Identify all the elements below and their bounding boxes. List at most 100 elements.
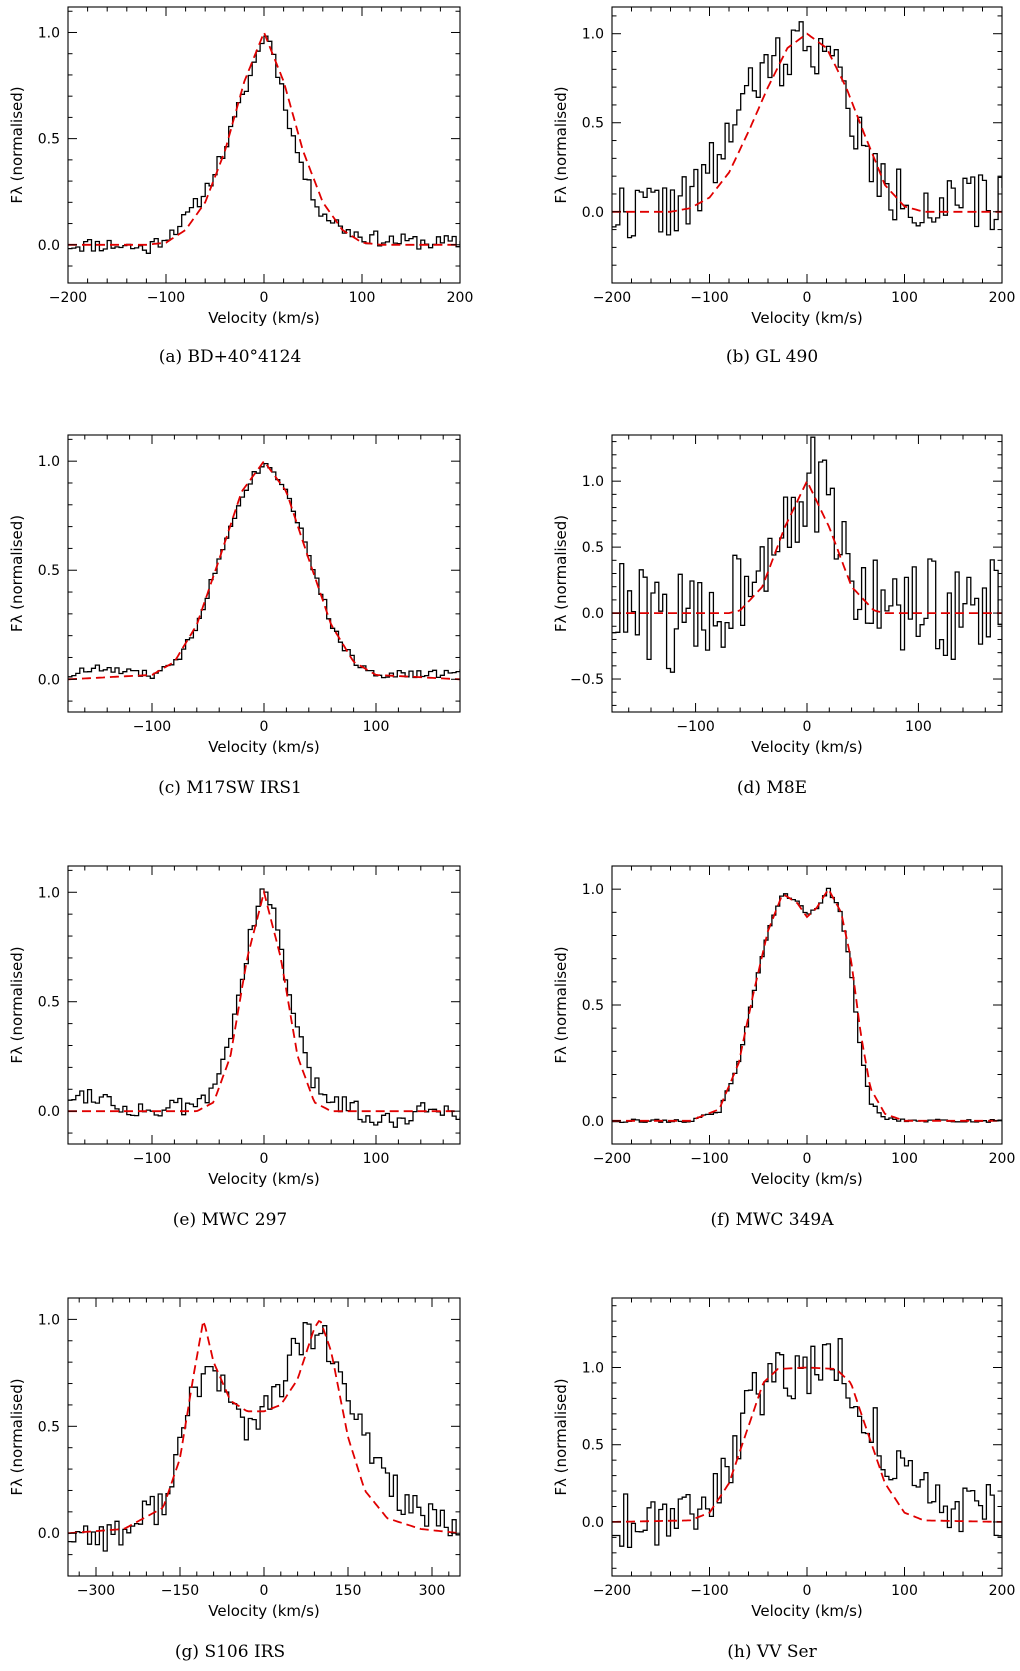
chart-panel-g: −300 −150 0 150 300 0.0 0.5 1.0 Velocity (km/s) F…: [8, 1297, 461, 1662]
y-tick-label: 0.0: [38, 672, 60, 688]
y-tick-label: 1.0: [38, 1312, 60, 1328]
y-tick-label: 0.0: [582, 606, 604, 622]
x-tick-label: −100: [133, 1151, 171, 1167]
panel-caption: (c) M17SW IRS1: [158, 778, 302, 798]
chart-panel-h: −200 −100 0 100 200 0.0 0.5 1.0 Velocity (km/s) F…: [552, 1297, 1015, 1662]
y-tick-label: 0.0: [38, 1526, 60, 1542]
x-tick-label: −100: [690, 1151, 728, 1167]
model-fit-curve: [68, 459, 460, 681]
x-tick-label: 200: [989, 1151, 1016, 1167]
y-tick-label: 0.5: [38, 1419, 60, 1435]
observed-spectrum-line: [612, 887, 1002, 1124]
model-fit-curve: [68, 30, 460, 246]
observed-spectrum-line: [68, 35, 460, 254]
y-tick-label: 1.0: [582, 27, 604, 43]
x-tick-label: 0: [260, 1151, 269, 1167]
y-tick-label: 0.0: [582, 1114, 604, 1130]
y-tick-label: 0.5: [38, 132, 60, 148]
x-tick-label: −200: [593, 290, 631, 306]
model-fit-curve: [68, 888, 460, 1113]
y-axis-label: Fλ (normalised): [552, 86, 570, 203]
observed-spectrum-line: [68, 888, 460, 1128]
x-tick-label: 100: [891, 1151, 918, 1167]
y-tick-label: 1.0: [582, 474, 604, 490]
x-tick-label: −200: [593, 1583, 631, 1599]
x-tick-label: 0: [803, 1583, 812, 1599]
chart-panel-f: −200 −100 0 100 200 0.0 0.5 1.0 Velocity (km/s) F…: [552, 865, 1016, 1230]
x-tick-label: 0: [803, 290, 812, 306]
observed-spectrum-line: [68, 1322, 460, 1552]
observed-spectrum-line: [612, 21, 1002, 239]
y-tick-label: 0.5: [582, 540, 604, 556]
panel-caption: (b) GL 490: [726, 347, 818, 367]
y-tick-label: 1.0: [38, 885, 60, 901]
plot-frame: [67, 1297, 461, 1577]
model-fit-curve: [68, 1317, 460, 1535]
y-tick-label: 0.5: [38, 563, 60, 579]
y-tick-label: −0.5: [570, 672, 604, 688]
plot-frame: [611, 865, 1003, 1145]
y-tick-label: 0.5: [38, 995, 60, 1011]
panel-caption: (e) MWC 297: [173, 1210, 287, 1230]
x-tick-label: 0: [803, 719, 812, 735]
observed-spectrum-line: [612, 436, 1002, 673]
y-axis-label: Fλ (normalised): [552, 1378, 570, 1495]
model-fit-curve: [612, 32, 1002, 213]
x-tick-label: −100: [147, 290, 185, 306]
x-axis-label: Velocity (km/s): [751, 1170, 862, 1188]
x-tick-label: 100: [363, 1151, 390, 1167]
x-tick-label: −100: [133, 719, 171, 735]
panel-caption: (h) VV Ser: [727, 1642, 817, 1662]
model-fit-curve: [612, 887, 1002, 1122]
x-tick-label: −300: [77, 1583, 115, 1599]
x-tick-label: 100: [363, 719, 390, 735]
x-tick-label: 0: [803, 1151, 812, 1167]
chart-panel-c: −100 0 100 0.0 0.5 1.0 Velocity (km/s) Fλ (norm…: [8, 434, 461, 798]
x-tick-label: 100: [905, 719, 932, 735]
y-tick-label: 1.0: [38, 25, 60, 41]
x-tick-label: 200: [447, 290, 474, 306]
y-tick-label: 0.5: [582, 1438, 604, 1454]
plot-frame: [67, 865, 461, 1145]
x-tick-label: 300: [419, 1583, 446, 1599]
x-axis-label: Velocity (km/s): [751, 738, 862, 756]
panel-caption: (d) M8E: [737, 778, 807, 798]
y-tick-label: 0.5: [582, 116, 604, 132]
x-tick-label: 200: [989, 290, 1016, 306]
y-axis-label: Fλ (normalised): [552, 946, 570, 1063]
x-tick-label: −200: [593, 1151, 631, 1167]
panel-caption: (f) MWC 349A: [711, 1210, 835, 1230]
x-tick-label: 100: [891, 1583, 918, 1599]
chart-panel-b: −200 −100 0 100 200 0.0 0.5 1.0 Velocity (km/s) F…: [552, 6, 1016, 367]
y-axis-label: Fλ (normalised): [8, 515, 26, 632]
y-tick-label: 0.0: [38, 1104, 60, 1120]
x-axis-label: Velocity (km/s): [208, 1602, 319, 1620]
y-tick-label: 0.0: [582, 1515, 604, 1531]
chart-panel-a: −200 −100 0 100 200 0.0 0.5 1.0 Velocity (km/s) F…: [8, 6, 474, 367]
x-tick-label: 150: [335, 1583, 362, 1599]
chart-panel-d: −100 0 100 −0.5 0.0 0.5 1.0 Velocity (km/s) Fλ (…: [552, 434, 1003, 798]
x-tick-label: −100: [690, 290, 728, 306]
chart-panel-e: −100 0 100 0.0 0.5 1.0 Velocity (km/s) Fλ (norm…: [8, 865, 461, 1230]
y-tick-label: 1.0: [582, 1361, 604, 1377]
y-axis-label: Fλ (normalised): [8, 86, 26, 203]
x-axis-label: Velocity (km/s): [751, 1602, 862, 1620]
y-axis-label: Fλ (normalised): [552, 515, 570, 632]
x-tick-label: 0: [260, 719, 269, 735]
x-tick-label: −100: [676, 719, 714, 735]
y-tick-label: 1.0: [38, 454, 60, 470]
y-tick-label: 1.0: [582, 882, 604, 898]
x-tick-label: 100: [891, 290, 918, 306]
panel-caption: (a) BD+40°4124: [159, 347, 302, 367]
x-tick-label: 0: [260, 1583, 269, 1599]
y-axis-label: Fλ (normalised): [8, 1378, 26, 1495]
x-tick-label: 100: [349, 290, 376, 306]
x-tick-label: 0: [260, 290, 269, 306]
x-axis-label: Velocity (km/s): [751, 309, 862, 327]
x-tick-label: −100: [690, 1583, 728, 1599]
x-tick-label: −150: [161, 1583, 199, 1599]
y-tick-label: 0.0: [582, 205, 604, 221]
y-tick-label: 0.5: [582, 998, 604, 1014]
y-axis-label: Fλ (normalised): [8, 946, 26, 1063]
